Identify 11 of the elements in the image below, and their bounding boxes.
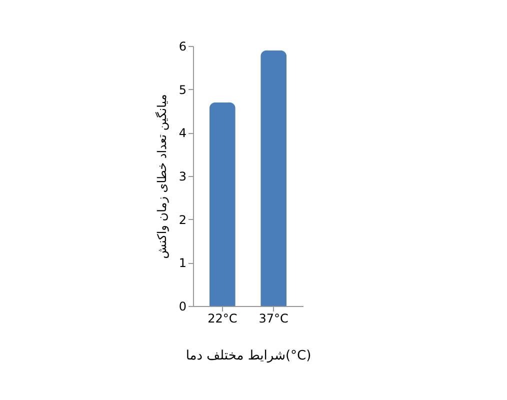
y-tick-label: 6 [178, 40, 186, 54]
y-tick-label: 5 [178, 82, 186, 97]
x-axis-title: شرایط مختلف دما(°C) [186, 348, 312, 364]
y-tick-label: 4 [178, 126, 186, 140]
x-tick-label: 37°C [258, 312, 288, 326]
y-tick-label: 0 [178, 300, 186, 314]
y-axis-title: میانگین تعداد خطای زمان واکنش [154, 94, 169, 259]
y-tick-label: 2 [178, 212, 186, 227]
x-tick-label: 22°C [208, 312, 238, 326]
y-tick-label: 1 [178, 256, 186, 270]
y-tick-label: 3 [178, 170, 186, 184]
